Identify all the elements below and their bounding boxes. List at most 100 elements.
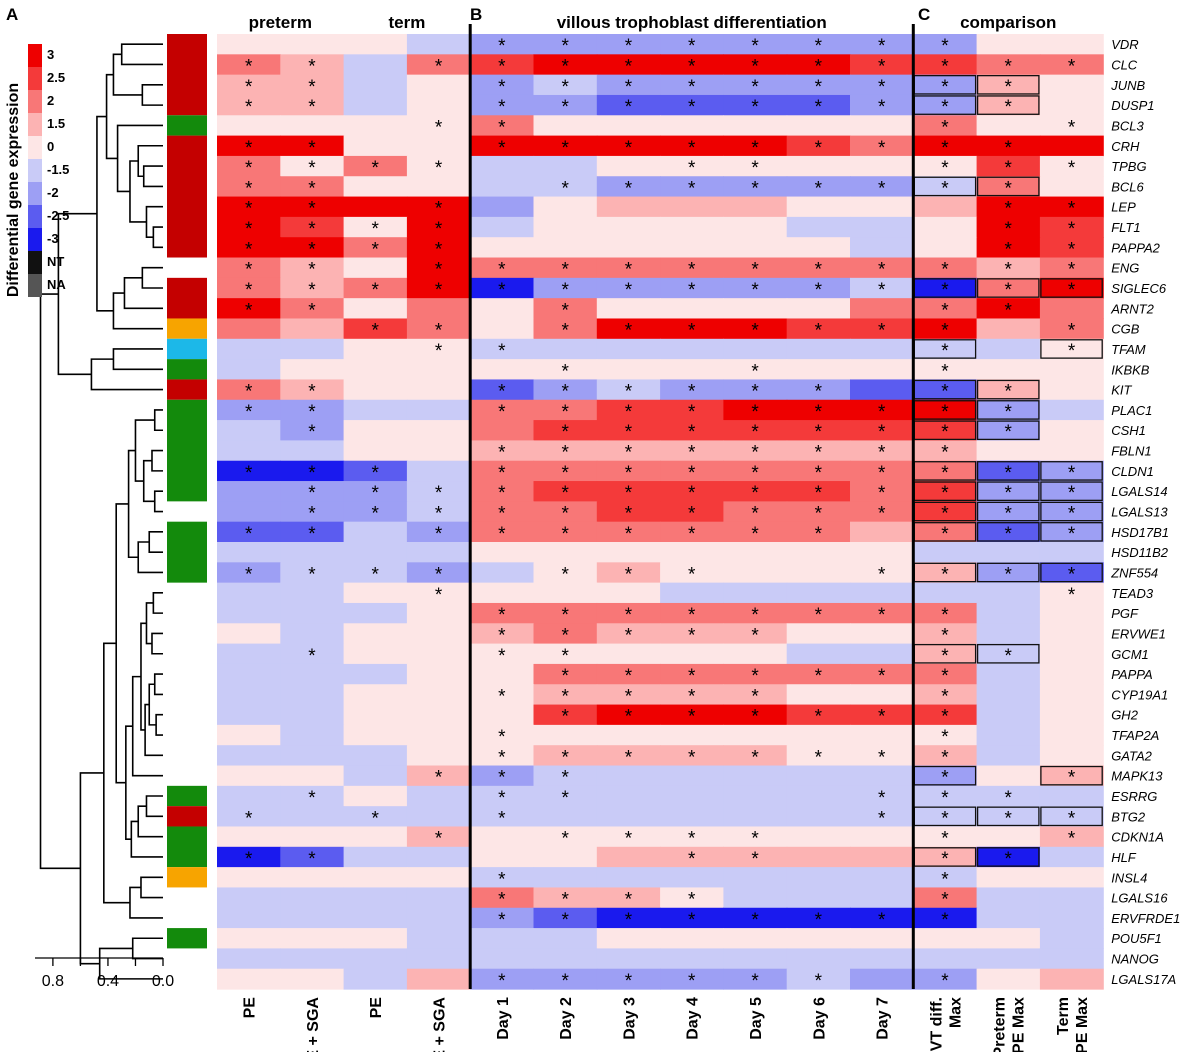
heatmap-cell — [280, 379, 345, 401]
significance-star: * — [815, 280, 823, 301]
heatmap-cell — [1039, 359, 1104, 381]
heatmap-cell — [280, 907, 345, 929]
heatmap-cell — [913, 521, 978, 543]
heatmap-cell — [723, 94, 788, 116]
significance-star: * — [941, 463, 949, 484]
significance-star: * — [308, 463, 316, 484]
heatmap-cell — [660, 481, 724, 502]
dendrogram-branch — [142, 165, 163, 188]
heatmap-cell — [533, 542, 598, 563]
heatmap-cell — [1039, 34, 1104, 55]
heatmap-cell — [596, 785, 661, 807]
heatmap-cell — [343, 115, 408, 137]
heatmap-cell — [470, 440, 535, 462]
heatmap-cell — [850, 907, 914, 929]
heatmap-cell — [913, 928, 978, 949]
heatmap-cell — [850, 806, 914, 828]
heatmap-cell — [343, 826, 408, 848]
dendrogram-branch — [112, 292, 163, 330]
heatmap-cell — [533, 237, 598, 259]
heatmap-cell — [217, 277, 281, 299]
significance-star: * — [878, 97, 886, 118]
significance-star: * — [435, 117, 443, 138]
heatmap-cell — [406, 318, 471, 340]
significance-star: * — [941, 341, 949, 362]
column-label: Day 7 — [875, 997, 892, 1040]
significance-star: * — [1005, 260, 1013, 281]
significance-star: * — [561, 402, 569, 423]
significance-star: * — [878, 280, 886, 301]
heatmap-cell — [406, 745, 471, 767]
significance-star: * — [1005, 382, 1013, 403]
heatmap-cell — [786, 34, 851, 55]
cluster-color-segment — [167, 135, 207, 258]
gene-label: SIGLEC6 — [1111, 281, 1167, 296]
significance-star: * — [1005, 239, 1013, 260]
heatmap-cell — [660, 542, 724, 563]
heatmap-cell — [533, 867, 598, 889]
dendrogram-branch — [57, 212, 97, 376]
heatmap-cell — [406, 643, 471, 665]
significance-star: * — [435, 321, 443, 342]
significance-star: * — [372, 504, 380, 525]
significance-star: * — [751, 443, 759, 464]
heatmap-cell — [1039, 582, 1104, 604]
significance-star: * — [245, 849, 253, 870]
heatmap-cell — [1039, 74, 1104, 96]
significance-star: * — [308, 300, 316, 321]
heatmap-cell — [406, 684, 471, 706]
significance-star: * — [561, 97, 569, 118]
heatmap-cell — [470, 115, 535, 137]
significance-star: * — [751, 524, 759, 545]
legend-label: NA — [47, 277, 66, 292]
heatmap-cell — [976, 582, 1041, 604]
legend-swatch — [28, 159, 42, 182]
heatmap-cell — [850, 237, 914, 259]
heatmap-cell — [723, 928, 788, 949]
heatmap-cell — [280, 74, 345, 96]
heatmap-cell — [786, 237, 851, 259]
heatmap-cell — [786, 806, 851, 828]
heatmap-cell — [850, 724, 914, 746]
significance-star: * — [815, 605, 823, 626]
legend-swatch — [28, 67, 42, 90]
heatmap-cell — [533, 155, 598, 177]
heatmap-cell — [723, 196, 788, 218]
significance-star: * — [1068, 524, 1076, 545]
heatmap-cell — [217, 399, 281, 421]
heatmap-cell — [217, 643, 281, 665]
heatmap-cell — [850, 277, 914, 299]
gene-label: GCM1 — [1111, 647, 1149, 662]
heatmap-cell — [1039, 542, 1104, 563]
heatmap-cell — [596, 684, 661, 706]
heatmap-cell — [343, 948, 408, 970]
heatmap-cell — [1039, 968, 1104, 990]
significance-star: * — [498, 138, 506, 159]
heatmap-cell — [976, 237, 1041, 259]
significance-star: * — [1005, 483, 1013, 504]
significance-star: * — [625, 910, 633, 931]
heatmap-cell — [1039, 135, 1104, 157]
significance-star: * — [372, 564, 380, 585]
heatmap-cell — [596, 887, 661, 909]
cluster-color-segment — [167, 115, 207, 136]
heatmap-cell — [217, 155, 281, 177]
heatmap-cell — [280, 257, 345, 279]
heatmap-cell — [913, 724, 978, 746]
significance-star: * — [308, 524, 316, 545]
significance-star: * — [498, 768, 506, 789]
heatmap-cell — [660, 257, 724, 279]
significance-star: * — [878, 463, 886, 484]
significance-star: * — [625, 666, 633, 687]
heatmap-cell — [470, 562, 535, 584]
legend-swatch — [28, 182, 42, 205]
significance-star: * — [688, 686, 696, 707]
dendrogram-branch — [148, 531, 163, 553]
significance-star: * — [688, 707, 696, 728]
heatmap-cell — [470, 684, 535, 706]
significance-star: * — [308, 422, 316, 443]
heatmap-cell — [217, 867, 281, 889]
heatmap-cell — [280, 623, 345, 645]
heatmap-cell — [470, 298, 535, 320]
heatmap-cell — [1039, 907, 1104, 929]
